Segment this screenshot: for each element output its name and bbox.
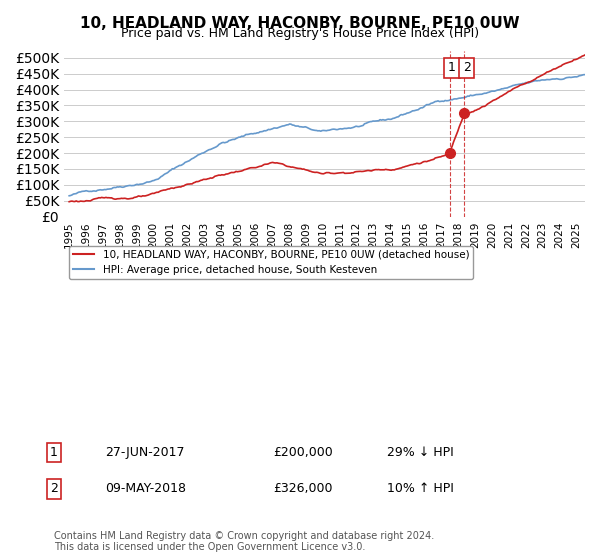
Legend: 10, HEADLAND WAY, HACONBY, BOURNE, PE10 0UW (detached house), HPI: Average price: 10, HEADLAND WAY, HACONBY, BOURNE, PE10 …	[70, 246, 473, 279]
Text: 1: 1	[50, 446, 58, 459]
Text: £200,000: £200,000	[273, 446, 333, 459]
Text: 1: 1	[448, 62, 456, 74]
Text: 10, HEADLAND WAY, HACONBY, BOURNE, PE10 0UW: 10, HEADLAND WAY, HACONBY, BOURNE, PE10 …	[80, 16, 520, 31]
Text: 10% ↑ HPI: 10% ↑ HPI	[387, 482, 454, 496]
Text: 27-JUN-2017: 27-JUN-2017	[105, 446, 185, 459]
Text: 09-MAY-2018: 09-MAY-2018	[105, 482, 186, 496]
Text: 2: 2	[50, 482, 58, 496]
Text: 29% ↓ HPI: 29% ↓ HPI	[387, 446, 454, 459]
Text: £326,000: £326,000	[273, 482, 332, 496]
Text: 2: 2	[463, 62, 471, 74]
Text: Contains HM Land Registry data © Crown copyright and database right 2024.
This d: Contains HM Land Registry data © Crown c…	[54, 531, 434, 553]
Text: Price paid vs. HM Land Registry's House Price Index (HPI): Price paid vs. HM Land Registry's House …	[121, 27, 479, 40]
